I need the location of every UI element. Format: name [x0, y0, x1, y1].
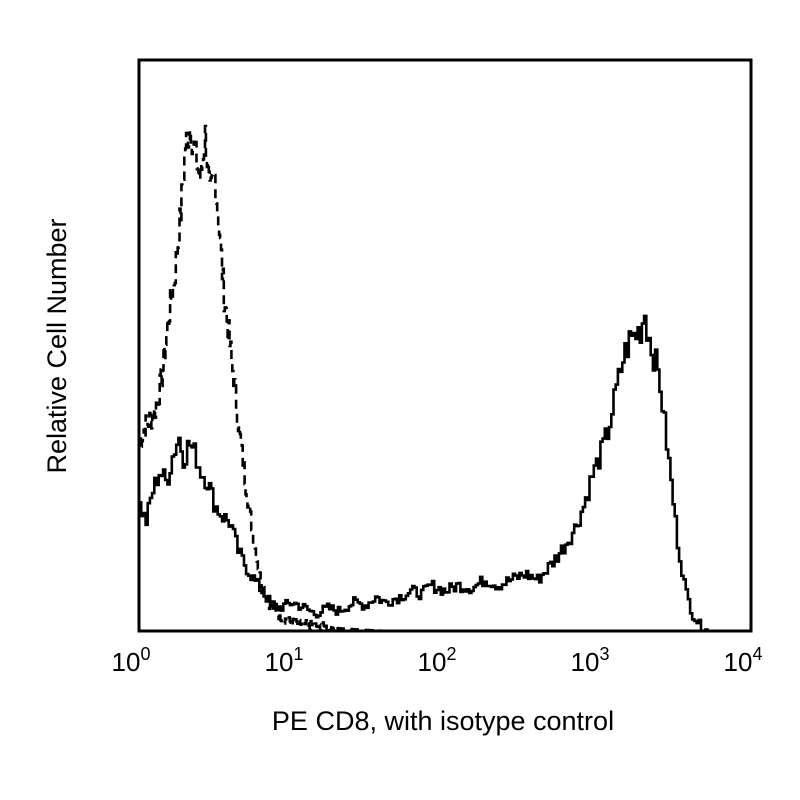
y-axis-label: Relative Cell Number [42, 218, 72, 473]
x-tick-label-3: 103 [571, 644, 610, 677]
isotype-control-histogram [138, 124, 386, 633]
series-layer [138, 124, 709, 633]
x-tick-label-2: 102 [418, 644, 457, 677]
x-axis-label: PE CD8, with isotype control [272, 706, 614, 736]
x-axis-ticks: 100 101 102 103 104 [112, 644, 763, 677]
x-tick-label-0: 100 [112, 644, 151, 677]
x-tick-label-1: 101 [265, 644, 304, 677]
pe-cd8-histogram [139, 314, 709, 633]
x-tick-label-4: 104 [724, 644, 763, 677]
plot-frame [137, 58, 753, 633]
